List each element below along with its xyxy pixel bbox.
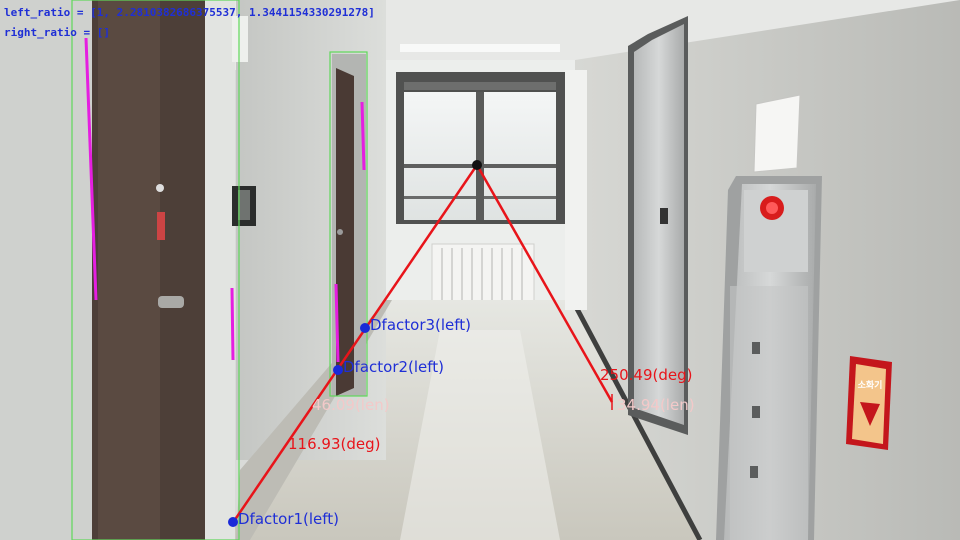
- green-box-near-door: [71, 0, 240, 540]
- green-box-far-door: [329, 51, 368, 397]
- left-door-frame: [0, 0, 98, 540]
- magenta-segment: [360, 101, 366, 171]
- right-vanishing-line: [475, 164, 614, 403]
- right-length-label: 34.94(len): [617, 396, 695, 414]
- right-pillar: [565, 70, 587, 310]
- fire-hydrant-cabinet: [716, 176, 822, 540]
- dfactor1-point: [228, 517, 238, 527]
- radiator: [431, 243, 535, 305]
- left-far-door: [332, 54, 366, 396]
- right-angle-label: 250.49(deg): [600, 366, 692, 384]
- wall-switch: [232, 16, 248, 62]
- magenta-segment: [334, 283, 340, 363]
- overlay-detections: [71, 0, 368, 540]
- debug-right-ratio: right_ratio = []: [4, 26, 110, 39]
- ceiling-light: [400, 44, 560, 52]
- extinguisher-sign-text: 소화기: [858, 379, 883, 391]
- notice-paper: [753, 94, 801, 173]
- dfactor1-label: Dfactor1(left): [238, 510, 339, 528]
- left-near-door: [92, 0, 235, 540]
- keypad-lock: [232, 186, 256, 226]
- dfactor2-label: Dfactor2(left): [343, 358, 444, 376]
- left-vanishing-line: [230, 164, 479, 525]
- magenta-segment: [230, 287, 235, 361]
- left-angle-label: 116.93(deg): [288, 435, 380, 453]
- debug-left-ratio: left_ratio = [1, 2.2810382686375537, 1.3…: [4, 6, 375, 19]
- extinguisher-sign: [846, 356, 892, 450]
- overlay-vanishing-lines: [230, 164, 614, 525]
- dfactor3-label: Dfactor3(left): [370, 316, 471, 334]
- dfactor2-point: [333, 365, 343, 375]
- right-steel-door: [628, 16, 688, 435]
- end-window: [396, 72, 566, 224]
- right-baseboard: [572, 303, 703, 540]
- dfactor3-point: [360, 323, 370, 333]
- vanishing-point: [472, 160, 482, 170]
- magenta-segment: [84, 37, 98, 301]
- left-length-label: 46.09(len): [312, 396, 390, 414]
- floor-reflection: [400, 330, 560, 540]
